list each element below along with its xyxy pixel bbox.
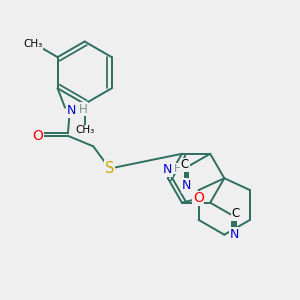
Text: O: O <box>32 129 43 143</box>
Text: C: C <box>231 207 240 220</box>
Text: H: H <box>174 164 182 174</box>
Text: C: C <box>181 158 189 171</box>
Text: N: N <box>182 179 191 192</box>
Text: CH₃: CH₃ <box>23 39 43 49</box>
Text: N: N <box>229 228 239 241</box>
Text: S: S <box>105 161 114 176</box>
Text: O: O <box>193 191 204 205</box>
Text: N: N <box>66 104 76 117</box>
Text: CH₃: CH₃ <box>75 125 94 135</box>
Text: H: H <box>79 103 87 116</box>
Text: N: N <box>163 164 172 176</box>
